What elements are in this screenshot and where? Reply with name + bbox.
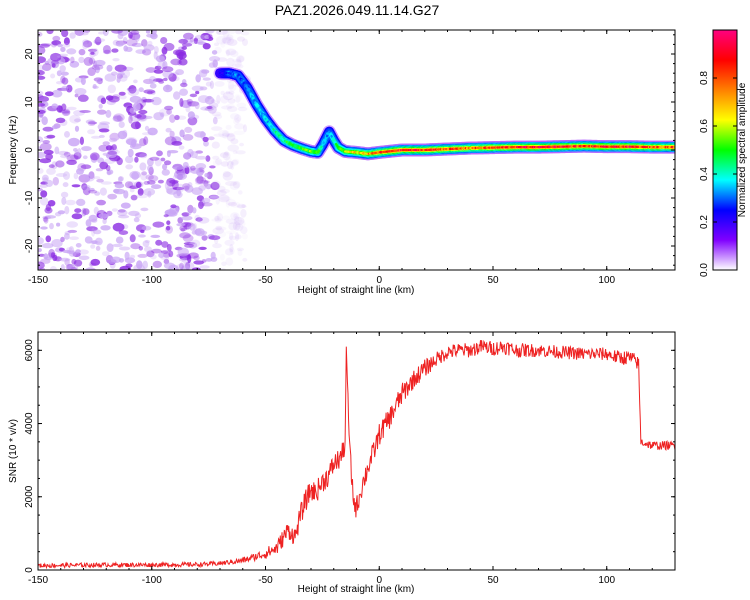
spectrogram-plot-area bbox=[38, 30, 675, 270]
x-tick-label: 100 bbox=[598, 575, 615, 586]
y-tick-label: 2000 bbox=[24, 485, 35, 508]
colorbar-frame bbox=[712, 29, 738, 271]
spectrogram-y-axis: -20 -10 0 10 20 bbox=[24, 34, 675, 266]
y-tick-label: 10 bbox=[24, 96, 35, 108]
colorbar: 0.0 0.2 0.4 0.6 0.8 Normalized spectral ampl… bbox=[699, 29, 748, 277]
figure-title: PAZ1.2026.049.11.14.G27 bbox=[275, 2, 440, 18]
x-tick-label: -100 bbox=[142, 575, 162, 586]
x-tick-label: 0 bbox=[376, 275, 382, 286]
colorbar-ticks: 0.0 0.2 0.4 0.6 0.8 bbox=[699, 71, 737, 277]
colorbar-tick-label: 0.2 bbox=[699, 215, 710, 229]
colorbar-tick-label: 0.0 bbox=[699, 263, 710, 277]
y-tick-label: 6000 bbox=[24, 339, 35, 362]
y-tick-label: 4000 bbox=[24, 412, 35, 435]
spectral-ridge bbox=[213, 66, 675, 161]
spectrogram-x-axis: -150 -100 -50 0 50 100 bbox=[28, 30, 676, 286]
x-tick-label: 100 bbox=[598, 275, 615, 286]
snr-panel: -150 -100 -50 0 50 100 0 2000 4000 6000 Height o… bbox=[8, 331, 676, 595]
y-tick-label: 0 bbox=[24, 567, 35, 573]
snr-y-axis: 0 2000 4000 6000 bbox=[24, 331, 675, 573]
colorbar-gradient bbox=[713, 30, 737, 270]
y-tick-label: -10 bbox=[24, 190, 35, 205]
y-tick-label: 20 bbox=[24, 48, 35, 60]
colorbar-label: Normalized spectral amplitude bbox=[737, 82, 748, 217]
x-tick-label: 50 bbox=[487, 275, 499, 286]
x-tick-label: -150 bbox=[28, 275, 48, 286]
y-tick-label: -20 bbox=[24, 238, 35, 253]
x-tick-label: 0 bbox=[376, 575, 382, 586]
colorbar-tick-label: 0.8 bbox=[699, 71, 710, 85]
x-tick-label: -100 bbox=[142, 275, 162, 286]
snr-line bbox=[38, 339, 675, 570]
noise-speckle bbox=[38, 30, 251, 270]
y-tick-label: 0 bbox=[24, 147, 35, 153]
spectrogram-y-axis-label: Frequency (Hz) bbox=[8, 116, 19, 185]
x-tick-label: 50 bbox=[487, 575, 499, 586]
x-tick-label: -50 bbox=[258, 575, 273, 586]
colorbar-tick-label: 0.4 bbox=[699, 167, 710, 181]
colorbar-tick-label: 0.6 bbox=[699, 119, 710, 133]
snr-x-axis-label: Height of straight line (km) bbox=[298, 584, 415, 595]
x-tick-label: -50 bbox=[258, 275, 273, 286]
x-tick-label: -150 bbox=[28, 575, 48, 586]
snr-plot-area bbox=[38, 339, 675, 570]
spectrogram-x-axis-label: Height of straight line (km) bbox=[298, 285, 415, 296]
snr-y-axis-label: SNR (10 * v/v) bbox=[8, 419, 19, 483]
